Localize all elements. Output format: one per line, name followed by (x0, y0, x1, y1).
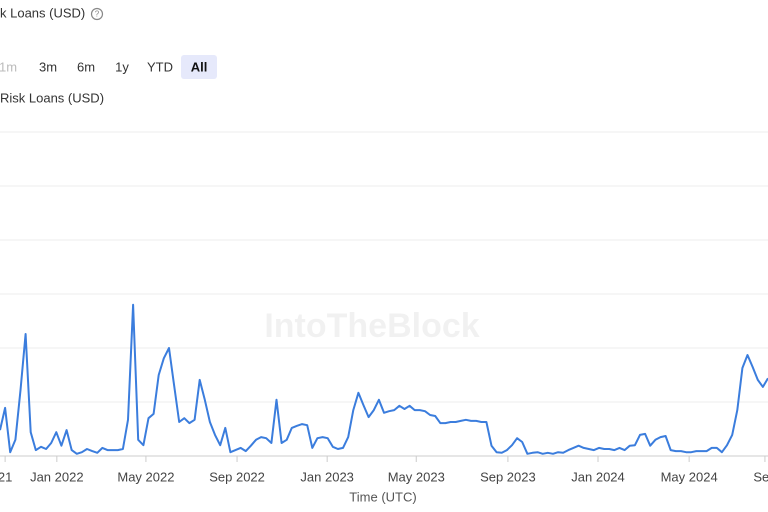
x-tick-label: May 2022 (117, 469, 174, 484)
data-line (0, 303, 768, 455)
range-button[interactable] (142, 55, 178, 79)
x-tick-label: Jan 2022 (30, 469, 84, 484)
range-button-label: YTD (147, 59, 173, 74)
range-buttons: 1m 3m 6m 1y YTD All (0, 55, 217, 79)
legend-entry: Risk Loans (USD) (0, 90, 104, 105)
watermark: IntoTheBlock (264, 307, 479, 345)
range-button-label: 6m (77, 59, 95, 74)
x-tick-label: Jan 2024 (571, 469, 625, 484)
help-icon[interactable] (90, 7, 104, 21)
range-button[interactable] (72, 55, 100, 79)
help-mark: ? (95, 10, 100, 19)
chart-title: k Loans (USD) (0, 5, 85, 20)
range-button-label: 1y (115, 59, 129, 74)
range-button[interactable] (181, 55, 217, 79)
range-button-label: All (191, 59, 208, 74)
range-button[interactable] (0, 55, 22, 79)
x-tick-label: 21 (0, 469, 12, 484)
range-button[interactable] (34, 55, 62, 79)
x-tick-label: Sep (753, 469, 768, 484)
x-tick-label: May 2024 (661, 469, 718, 484)
x-tick-label: May 2023 (388, 469, 445, 484)
x-axis-title: Time (UTC) (349, 489, 416, 504)
range-button[interactable] (108, 55, 136, 79)
x-tick-label: Sep 2023 (480, 469, 536, 484)
range-button-label: 1m (0, 59, 17, 74)
range-button-label: 3m (39, 59, 57, 74)
x-tick-label: Jan 2023 (300, 469, 354, 484)
x-tick-label: Sep 2022 (209, 469, 265, 484)
